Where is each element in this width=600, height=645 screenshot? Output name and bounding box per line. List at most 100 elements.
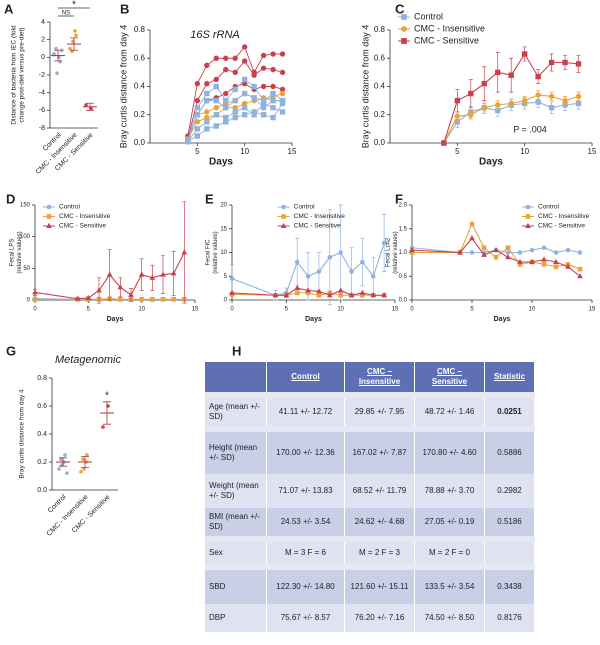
- data-point: [204, 90, 210, 97]
- y-tick-label: 0.2: [374, 110, 386, 119]
- table-cell: Age (mean +/- SD): [205, 398, 267, 426]
- x-tick-label: 10: [529, 307, 536, 313]
- table-row: Weight (mean +/- SD) 71.07 +/- 13.83 68.52…: [205, 474, 535, 508]
- data-point: [541, 245, 547, 251]
- y-tick-label: 10: [220, 250, 227, 256]
- data-point: [194, 119, 201, 125]
- panel-letter: A: [4, 1, 14, 16]
- data-point: [381, 240, 387, 246]
- table-cell: 0.8176: [485, 604, 535, 632]
- data-point: [251, 83, 257, 90]
- header-cell: CMC – Sensitive: [415, 362, 485, 392]
- row-gap: [205, 536, 535, 542]
- legend-label: CMC - Insensitive: [294, 213, 346, 220]
- y-tick-label: 15: [220, 226, 227, 232]
- data-point: [229, 289, 235, 295]
- data-point: [223, 90, 229, 97]
- x-tick-label: 5: [195, 147, 200, 156]
- data-point: [74, 33, 78, 38]
- data-point: [57, 467, 61, 471]
- data-point: [370, 292, 377, 298]
- data-point: [469, 221, 475, 227]
- panel-letter: C: [395, 1, 405, 16]
- table-cell: 133.5 +/- 3.54: [415, 570, 485, 604]
- legend-label: CMC - Sensitive: [538, 223, 585, 230]
- data-point: [52, 52, 56, 56]
- data-point: [270, 104, 276, 111]
- annotation: 16S rRNA: [190, 29, 240, 41]
- data-point: [65, 471, 69, 476]
- data-point: [327, 254, 333, 260]
- data-point: [194, 104, 201, 111]
- data-point: [305, 273, 311, 279]
- header-cell: Control: [267, 362, 345, 392]
- data-point: [360, 259, 365, 265]
- legend-label: Control: [294, 204, 316, 211]
- table-row: DBP 75.67 +/- 8.57 76.20 +/- 7.16 74.50 +/-…: [205, 604, 535, 632]
- data-point: [493, 254, 499, 260]
- data-point: [370, 273, 376, 279]
- data-point: [241, 90, 248, 97]
- data-point: [270, 97, 276, 104]
- data-point: [575, 100, 582, 107]
- y-axis-label: (relative values): [393, 231, 399, 273]
- data-point: [213, 76, 219, 83]
- data-point: [508, 72, 514, 78]
- y-tick-label: 150: [20, 203, 31, 209]
- panel-letter: F: [395, 191, 403, 206]
- data-point: [232, 55, 238, 61]
- y-tick-label: 0.0: [374, 138, 386, 147]
- y-axis-label: Fecal Lcn2: [386, 237, 392, 267]
- sd-bar: [59, 457, 67, 467]
- table-cell: 78.88 +/- 3.70: [415, 474, 485, 508]
- data-point: [138, 271, 145, 277]
- data-point: [223, 55, 229, 61]
- data-point: [505, 250, 511, 255]
- data-point: [229, 276, 235, 281]
- table-cell: 68.52 +/- 11.79: [345, 474, 415, 508]
- data-point: [521, 51, 528, 57]
- row-gap: [205, 426, 535, 432]
- data-point: [279, 69, 286, 76]
- data-point: [32, 289, 38, 295]
- table-cell: M = 3 F = 6: [267, 542, 345, 564]
- data-point: [241, 58, 248, 64]
- legend-label: CMC - Insensitive: [538, 213, 590, 220]
- table-cell: 167.02 +/- 7.87: [345, 432, 415, 474]
- data-point: [454, 97, 461, 104]
- x-axis-label: Days: [209, 157, 233, 168]
- data-point: [106, 271, 113, 277]
- data-point: [481, 245, 487, 251]
- data-point: [279, 109, 286, 115]
- data-point: [59, 457, 63, 462]
- data-point: [118, 297, 123, 302]
- data-point: [481, 80, 487, 87]
- data-point: [241, 76, 248, 83]
- table-row: Age (mean +/- SD) 41.11 +/- 12.72 29.85 +/…: [205, 398, 535, 426]
- row-gap: [205, 392, 535, 398]
- data-point: [495, 69, 501, 76]
- data-point: [495, 102, 501, 108]
- y-tick-label: 1.5: [399, 226, 408, 232]
- x-tick-label: 15: [589, 307, 596, 313]
- data-point: [128, 291, 134, 297]
- table-cell: 0.2982: [485, 474, 535, 508]
- data-point: [232, 114, 238, 121]
- data-point: [79, 470, 83, 474]
- y-tick-label: 0.0: [134, 138, 146, 147]
- data-point: [260, 65, 267, 71]
- x-axis-label: Days: [479, 157, 503, 168]
- data-point: [204, 80, 210, 87]
- data-point: [529, 247, 535, 253]
- data-point: [469, 250, 475, 255]
- data-point: [204, 109, 210, 115]
- sd-bar: [103, 401, 111, 425]
- data-point: [337, 287, 344, 293]
- legend-marker: [280, 222, 287, 228]
- data-point: [96, 287, 102, 293]
- legend-label: CMC - Insensitive: [414, 23, 485, 33]
- panel-letter: B: [120, 1, 129, 16]
- table-cell: 71.07 +/- 13.83: [267, 474, 345, 508]
- legend-marker: [281, 214, 286, 219]
- data-point: [54, 46, 58, 51]
